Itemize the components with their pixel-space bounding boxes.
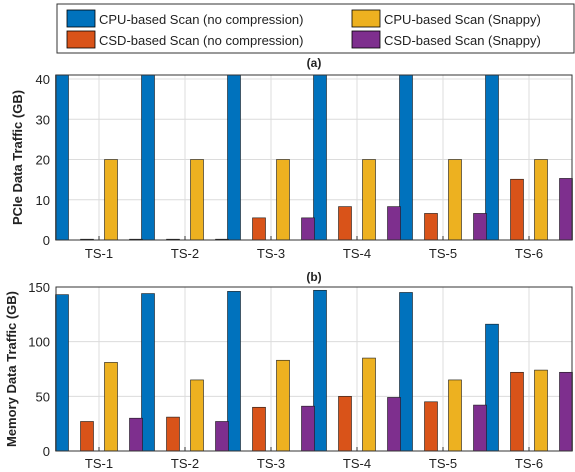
bar <box>424 213 438 241</box>
bar <box>104 362 118 452</box>
legend-swatch <box>66 9 96 28</box>
bar <box>534 159 548 241</box>
bar <box>252 217 266 241</box>
x-tick-label: TS-1 <box>85 246 113 261</box>
bar <box>166 416 180 452</box>
legend-box <box>56 3 575 54</box>
y-tick-label: 10 <box>36 193 50 208</box>
x-tick-label: TS-5 <box>429 246 457 261</box>
y-tick-label: 0 <box>43 444 50 459</box>
y-tick-label: 50 <box>36 389 50 404</box>
legend-swatch <box>351 30 381 49</box>
bar <box>473 213 487 241</box>
bar <box>510 178 524 241</box>
legend-swatch <box>66 30 96 49</box>
bar <box>559 178 573 241</box>
legend-label: CPU-based Scan (no compression) <box>99 12 303 27</box>
bar <box>485 323 499 452</box>
bar <box>141 74 155 241</box>
axes-frame <box>55 286 573 452</box>
bar <box>399 74 413 241</box>
bar <box>215 421 229 452</box>
x-tick-label: TS-4 <box>343 456 371 471</box>
bar <box>252 406 266 452</box>
bar <box>448 379 462 452</box>
bar <box>55 294 69 452</box>
bar <box>301 217 315 241</box>
bar <box>129 417 143 452</box>
legend-swatch <box>351 9 381 28</box>
bar <box>104 159 118 241</box>
axes-frame <box>55 74 573 241</box>
bar <box>399 292 413 452</box>
legend: CPU-based Scan (no compression) CPU-based… <box>56 3 575 54</box>
bar <box>141 293 155 452</box>
bar <box>55 74 69 241</box>
x-tick-label: TS-5 <box>429 456 457 471</box>
bar <box>559 371 573 452</box>
legend-label: CSD-based Scan (no compression) <box>99 33 303 48</box>
y-axis-label: Memory Data Traffic (GB) <box>4 291 19 447</box>
legend-label: CPU-based Scan (Snappy) <box>384 12 541 27</box>
bar <box>190 159 204 241</box>
bar <box>227 291 241 452</box>
panel-b: 0 50 100 150 TS-1 TS-2 TS-3 TS-4 TS-5 TS-6 (b) Memo… <box>4 270 573 471</box>
bar <box>313 74 327 241</box>
bar <box>448 159 462 241</box>
x-tick-label: TS-4 <box>343 246 371 261</box>
bar <box>190 379 204 452</box>
bar <box>80 421 94 452</box>
panel-label: (b) <box>306 270 321 284</box>
bar <box>485 74 499 241</box>
y-tick-label: 40 <box>36 72 50 87</box>
bar <box>534 369 548 452</box>
bar <box>387 206 401 241</box>
bar <box>338 396 352 452</box>
bar <box>424 401 438 452</box>
y-tick-label: 0 <box>43 233 50 248</box>
y-tick-label: 20 <box>36 153 50 168</box>
y-tick-label: 100 <box>28 335 50 350</box>
y-axis-label: PCIe Data Traffic (GB) <box>10 90 25 225</box>
panel-label: (a) <box>307 56 322 70</box>
bar <box>362 357 376 452</box>
legend-label: CSD-based Scan (Snappy) <box>384 33 541 48</box>
y-tick-label: 150 <box>28 280 50 295</box>
bar <box>276 159 290 241</box>
x-tick-label: TS-2 <box>171 456 199 471</box>
bar <box>473 404 487 452</box>
x-tick-label: TS-3 <box>257 246 285 261</box>
x-tick-label: TS-2 <box>171 246 199 261</box>
x-tick-label: TS-6 <box>515 246 543 261</box>
x-tick-label: TS-1 <box>85 456 113 471</box>
x-tick-label: TS-3 <box>257 456 285 471</box>
bar <box>362 159 376 241</box>
bar <box>276 359 290 452</box>
panel-a: 0 10 20 30 40 TS-1 TS-2 TS-3 TS-4 TS-5 TS-6 (a) PCIe… <box>10 56 573 261</box>
bar <box>313 289 327 452</box>
bar <box>387 397 401 452</box>
bar <box>510 371 524 452</box>
bar <box>301 405 315 452</box>
x-tick-label: TS-6 <box>515 456 543 471</box>
bar <box>338 206 352 241</box>
bar <box>227 74 241 241</box>
y-tick-label: 30 <box>36 112 50 127</box>
